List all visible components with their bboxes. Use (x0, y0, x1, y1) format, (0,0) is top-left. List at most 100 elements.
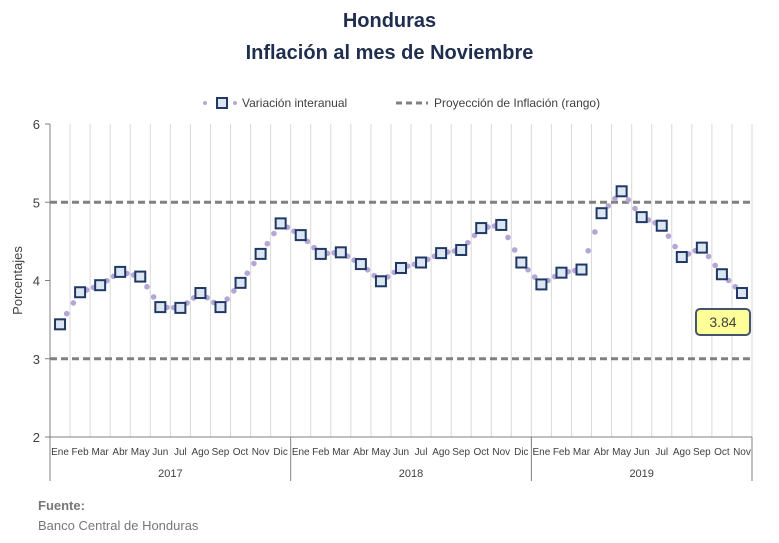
x-month-label: Oct (714, 447, 730, 458)
data-point-marker (595, 207, 608, 220)
x-month-label: Ago (192, 447, 210, 458)
x-year-label: 2018 (399, 468, 423, 480)
legend-label-series: Variación interanual (242, 96, 347, 110)
data-point-marker (134, 270, 147, 283)
data-point-marker (234, 276, 247, 289)
data-markers (54, 185, 748, 331)
y-tick-label: 2 (33, 430, 40, 445)
connector-dot (511, 247, 518, 253)
data-point-marker (655, 219, 668, 232)
chart-subtitle: Inflación al mes de Noviembre (245, 42, 534, 64)
x-month-label: Mar (573, 447, 591, 458)
x-year-label: 2017 (158, 468, 182, 480)
connector-dot (271, 230, 277, 237)
data-point-marker (334, 246, 347, 259)
connector-dot (63, 310, 70, 317)
x-year-label: 2019 (629, 468, 653, 480)
x-month-label: Oct (473, 447, 489, 458)
data-point-marker (635, 211, 648, 224)
data-point-marker (615, 185, 628, 198)
connector-dot (592, 229, 598, 235)
connector-dot (144, 283, 150, 290)
x-month-label: Sep (693, 447, 711, 458)
data-point-marker (194, 287, 207, 300)
x-month-label: Ene (533, 447, 551, 458)
x-month-label: Feb (553, 447, 571, 458)
data-point-marker (214, 301, 227, 314)
data-point-marker (495, 218, 508, 231)
data-point-marker (695, 241, 708, 254)
y-axis-title: Porcentajes (10, 246, 25, 315)
projection-lines (50, 200, 752, 361)
x-month-label: Feb (312, 447, 330, 458)
x-month-label: Jun (634, 447, 650, 458)
source-text: Banco Central de Honduras (38, 518, 199, 533)
callout-box (694, 308, 751, 337)
chart-title: Honduras (342, 10, 437, 32)
connector-dot (224, 296, 230, 302)
data-point-marker (415, 256, 428, 269)
data-point-marker (314, 247, 327, 260)
legend-marker-icon (216, 97, 228, 109)
y-tick-label: 3 (33, 352, 40, 367)
data-point-marker (54, 318, 67, 331)
connector-dot (244, 270, 251, 276)
x-month-label: Jun (152, 447, 168, 458)
x-month-label: Ago (432, 447, 450, 458)
value-callout: 3.84 (694, 308, 751, 337)
legend: Variación interanual Proyección de Infla… (203, 96, 600, 110)
data-point-marker (154, 301, 167, 314)
connector-dot (672, 243, 678, 250)
legend-dot-icon (203, 101, 207, 105)
connector-dot (632, 205, 638, 212)
connector-dot (585, 247, 591, 254)
x-month-label: Mar (92, 447, 110, 458)
y-tick-label: 6 (33, 117, 40, 132)
connector-dot (665, 233, 672, 239)
data-point-marker (715, 268, 728, 281)
x-month-label: Jul (174, 447, 187, 458)
connector-dot (505, 234, 511, 241)
connector-dot (231, 288, 237, 294)
connector-dot (705, 253, 712, 260)
x-axis-labels: Ene Feb Mar Abr May Jun Jul Ago Sep Oct Nov Dic2017… (49, 437, 753, 481)
data-point-marker (94, 279, 107, 292)
callout-value: 3.84 (709, 314, 736, 330)
data-point-marker (455, 243, 468, 256)
x-month-label: Nov (492, 447, 510, 458)
legend-dot-icon (233, 101, 237, 105)
gridlines (69, 124, 753, 437)
y-tick-label: 5 (33, 195, 40, 210)
data-point-marker (174, 301, 187, 314)
x-month-label: Jul (655, 447, 668, 458)
data-point-marker (274, 217, 287, 230)
connector-dot (712, 262, 719, 269)
x-month-label: Ene (51, 447, 69, 458)
x-month-label: Abr (594, 447, 610, 458)
source-label: Fuente: (38, 498, 85, 513)
x-month-label: Ago (673, 447, 691, 458)
data-point-marker (114, 265, 127, 278)
connector-dot (150, 294, 157, 300)
x-month-label: May (131, 447, 150, 458)
x-month-label: Jul (415, 447, 428, 458)
x-month-label: Dic (514, 447, 528, 458)
data-point-marker (475, 222, 488, 235)
x-month-label: Sep (452, 447, 470, 458)
x-month-label: Nov (733, 447, 751, 458)
data-point-marker (254, 247, 267, 260)
axes: 2 3 4 5 6 Porcentajes (10, 117, 752, 445)
x-month-label: Sep (212, 447, 230, 458)
x-month-label: May (371, 447, 390, 458)
connector-dot (625, 197, 632, 203)
x-month-label: Abr (353, 447, 369, 458)
data-point-marker (74, 286, 87, 299)
data-point-marker (374, 275, 387, 288)
x-month-label: Abr (112, 447, 128, 458)
legend-label-projection: Proyección de Inflación (rango) (434, 96, 600, 110)
x-month-label: Feb (71, 447, 89, 458)
x-month-label: Jun (393, 447, 409, 458)
connector-dot (70, 300, 77, 306)
x-month-label: May (612, 447, 631, 458)
